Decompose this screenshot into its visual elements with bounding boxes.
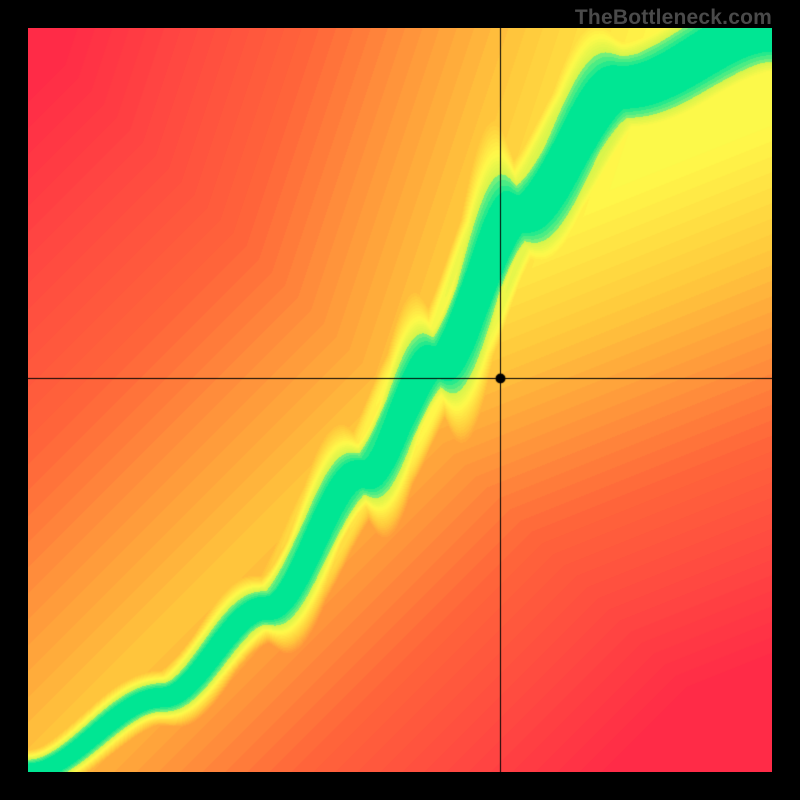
heatmap-canvas xyxy=(28,28,772,772)
plot-area xyxy=(28,28,772,772)
watermark-text: TheBottleneck.com xyxy=(575,6,772,30)
chart-container: TheBottleneck.com xyxy=(0,0,800,800)
